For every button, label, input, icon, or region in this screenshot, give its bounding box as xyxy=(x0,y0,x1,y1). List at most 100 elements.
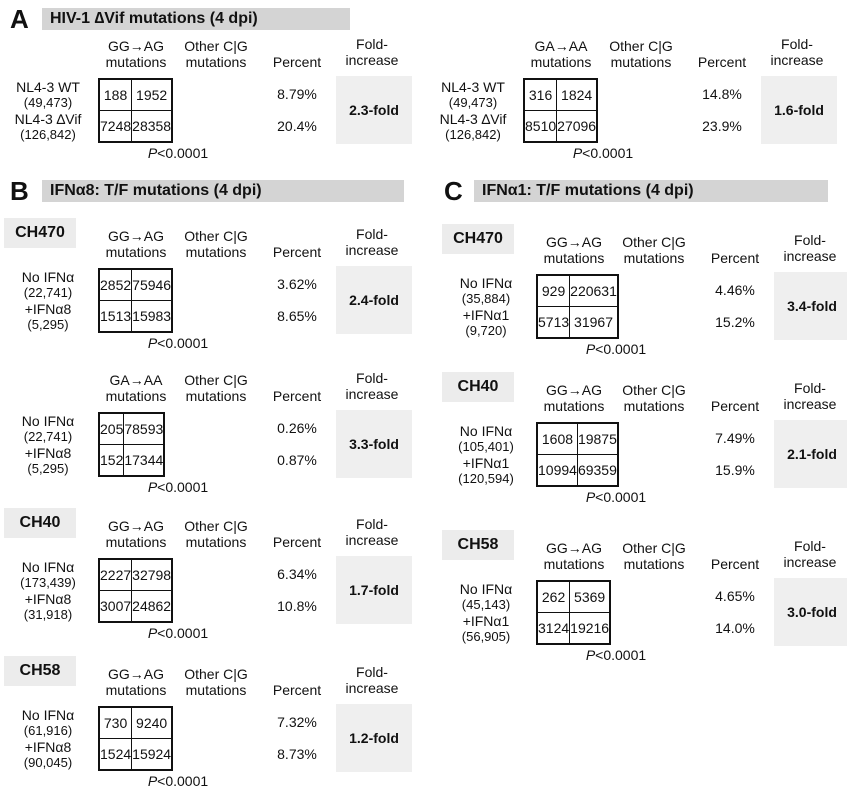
fold-label: Fold- xyxy=(794,232,826,248)
p-threshold: <0.0001 xyxy=(595,341,647,357)
condition-label: No IFNα xyxy=(459,275,513,291)
percent-header: Percent xyxy=(272,534,322,550)
sequence-count: (120,594) xyxy=(458,471,514,486)
p-value: P<0.0001 xyxy=(536,341,696,357)
motif-count-cell: 3124 xyxy=(536,612,571,645)
strain-label-b3: CH40 xyxy=(4,508,76,538)
motif-count-cell: 205 xyxy=(98,412,125,445)
strain-label-c3: CH58 xyxy=(442,530,514,560)
motif-label: GG→AG xyxy=(545,540,602,556)
table-row: 929 220631 xyxy=(536,274,619,307)
motif-count-cell: 3007 xyxy=(98,590,133,623)
table-row: 5713 31967 xyxy=(536,306,619,339)
p-value: P<0.0001 xyxy=(536,489,696,505)
motif-count-cell: 730 xyxy=(98,706,133,739)
p-value: P<0.0001 xyxy=(98,479,258,495)
p-symbol: P xyxy=(147,145,158,161)
contingency-table: 205 78593 152 17344 xyxy=(98,412,166,477)
row-label: +IFNα1 (56,905) xyxy=(438,613,534,645)
fold-label: Fold- xyxy=(356,36,388,52)
other-cg-header: Other C|G mutations xyxy=(174,372,258,404)
condition-label: +IFNα8 xyxy=(24,739,72,755)
p-value: P<0.0001 xyxy=(536,647,696,663)
motif-label: GG→AG xyxy=(107,38,164,54)
other-cg-label: Other C|G xyxy=(184,518,248,534)
panel-banner-c: IFNα1: T/F mutations (4 dpi) xyxy=(474,180,828,202)
p-symbol: P xyxy=(147,625,158,641)
other-cg-mutations-label: mutations xyxy=(185,54,247,70)
condition-label: +IFNα1 xyxy=(462,307,510,323)
other-count-cell: 19216 xyxy=(569,612,611,645)
motif-count-cell: 1513 xyxy=(98,300,133,333)
fold-label: Fold- xyxy=(781,36,813,52)
fold-label: Fold- xyxy=(794,380,826,396)
other-cg-mutations-label: mutations xyxy=(185,682,247,698)
motif-header: GG→AG mutations xyxy=(98,38,174,70)
condition-label: +IFNα1 xyxy=(462,613,510,629)
condition-label: +IFNα8 xyxy=(24,301,72,317)
row-label: +IFNα8 (31,918) xyxy=(0,592,96,623)
sequence-count: (49,473) xyxy=(23,95,73,110)
row-label: No IFNα (22,741) xyxy=(0,414,96,445)
sequence-count: (45,143) xyxy=(461,597,511,612)
condition-label: No IFNα xyxy=(459,581,513,597)
percent-header: Percent xyxy=(272,682,322,698)
fold-label: Fold- xyxy=(356,664,388,680)
p-value: P<0.0001 xyxy=(98,773,258,789)
contingency-table: 2227 32798 3007 24862 xyxy=(98,558,174,623)
fold-header: Fold- increase xyxy=(759,36,835,68)
percent-value: 10.8% xyxy=(277,598,317,614)
fold-header: Fold- increase xyxy=(334,226,410,258)
p-threshold: <0.0001 xyxy=(595,489,647,505)
other-cg-header: Other C|G mutations xyxy=(612,382,696,414)
increase-label: increase xyxy=(345,386,399,402)
table-row: 2227 32798 xyxy=(98,558,173,591)
motif-mutations-label: mutations xyxy=(105,682,167,698)
fold-label: Fold- xyxy=(356,516,388,532)
motif-header: GG→AG mutations xyxy=(536,234,612,266)
contingency-table: 316 1824 8510 27096 xyxy=(523,78,599,143)
motif-count-cell: 5713 xyxy=(536,306,571,339)
row-label: +IFNα8 (90,045) xyxy=(0,739,96,771)
condition-label: +IFNα8 xyxy=(24,445,72,461)
row-label: No IFNα (61,916) xyxy=(0,708,96,739)
increase-label: increase xyxy=(345,242,399,258)
other-cg-header: Other C|G mutations xyxy=(174,38,258,70)
other-cg-header: Other C|G mutations xyxy=(612,540,696,572)
contingency-table: 188 1952 7248 28358 xyxy=(98,78,174,143)
fold-header: Fold- increase xyxy=(334,36,410,68)
strain-label-b1: CH470 xyxy=(4,218,76,248)
fold-label: Fold- xyxy=(356,370,388,386)
other-cg-mutations-label: mutations xyxy=(185,244,247,260)
motif-count-cell: 188 xyxy=(98,78,133,111)
motif-count-cell: 262 xyxy=(536,580,571,613)
other-count-cell: 31967 xyxy=(569,306,619,339)
table-row: 188 1952 xyxy=(98,78,173,111)
increase-label: increase xyxy=(783,554,837,570)
percent-value: 14.0% xyxy=(715,620,755,636)
motif-header: GG→AG mutations xyxy=(98,518,174,550)
motif-label: GA→AA xyxy=(109,372,163,388)
other-count-cell: 24862 xyxy=(131,590,173,623)
fold-header: Fold- increase xyxy=(334,516,410,548)
table-row: 316 1824 xyxy=(523,78,598,111)
percent-value: 15.9% xyxy=(715,462,755,478)
fold-increase-box: 2.4-fold xyxy=(336,266,412,334)
motif-label: GA→AA xyxy=(534,38,588,54)
sequence-count: (49,473) xyxy=(448,95,498,110)
percent-header: Percent xyxy=(710,556,760,572)
percent-value: 4.46% xyxy=(715,282,755,298)
motif-header: GG→AG mutations xyxy=(536,382,612,414)
sequence-count: (105,401) xyxy=(458,439,514,454)
sequence-count: (5,295) xyxy=(27,317,69,332)
motif-count-cell: 10994 xyxy=(536,454,578,487)
motif-mutations-label: mutations xyxy=(543,250,605,266)
percent-value: 0.26% xyxy=(277,420,317,436)
other-cg-label: Other C|G xyxy=(184,372,248,388)
motif-label: GG→AG xyxy=(545,382,602,398)
strain-label-c1: CH470 xyxy=(442,224,514,254)
sequence-count: (90,045) xyxy=(23,755,73,770)
motif-header: GA→AA mutations xyxy=(98,372,174,404)
other-cg-label: Other C|G xyxy=(622,234,686,250)
row-label: No IFNα (22,741) xyxy=(0,270,96,301)
